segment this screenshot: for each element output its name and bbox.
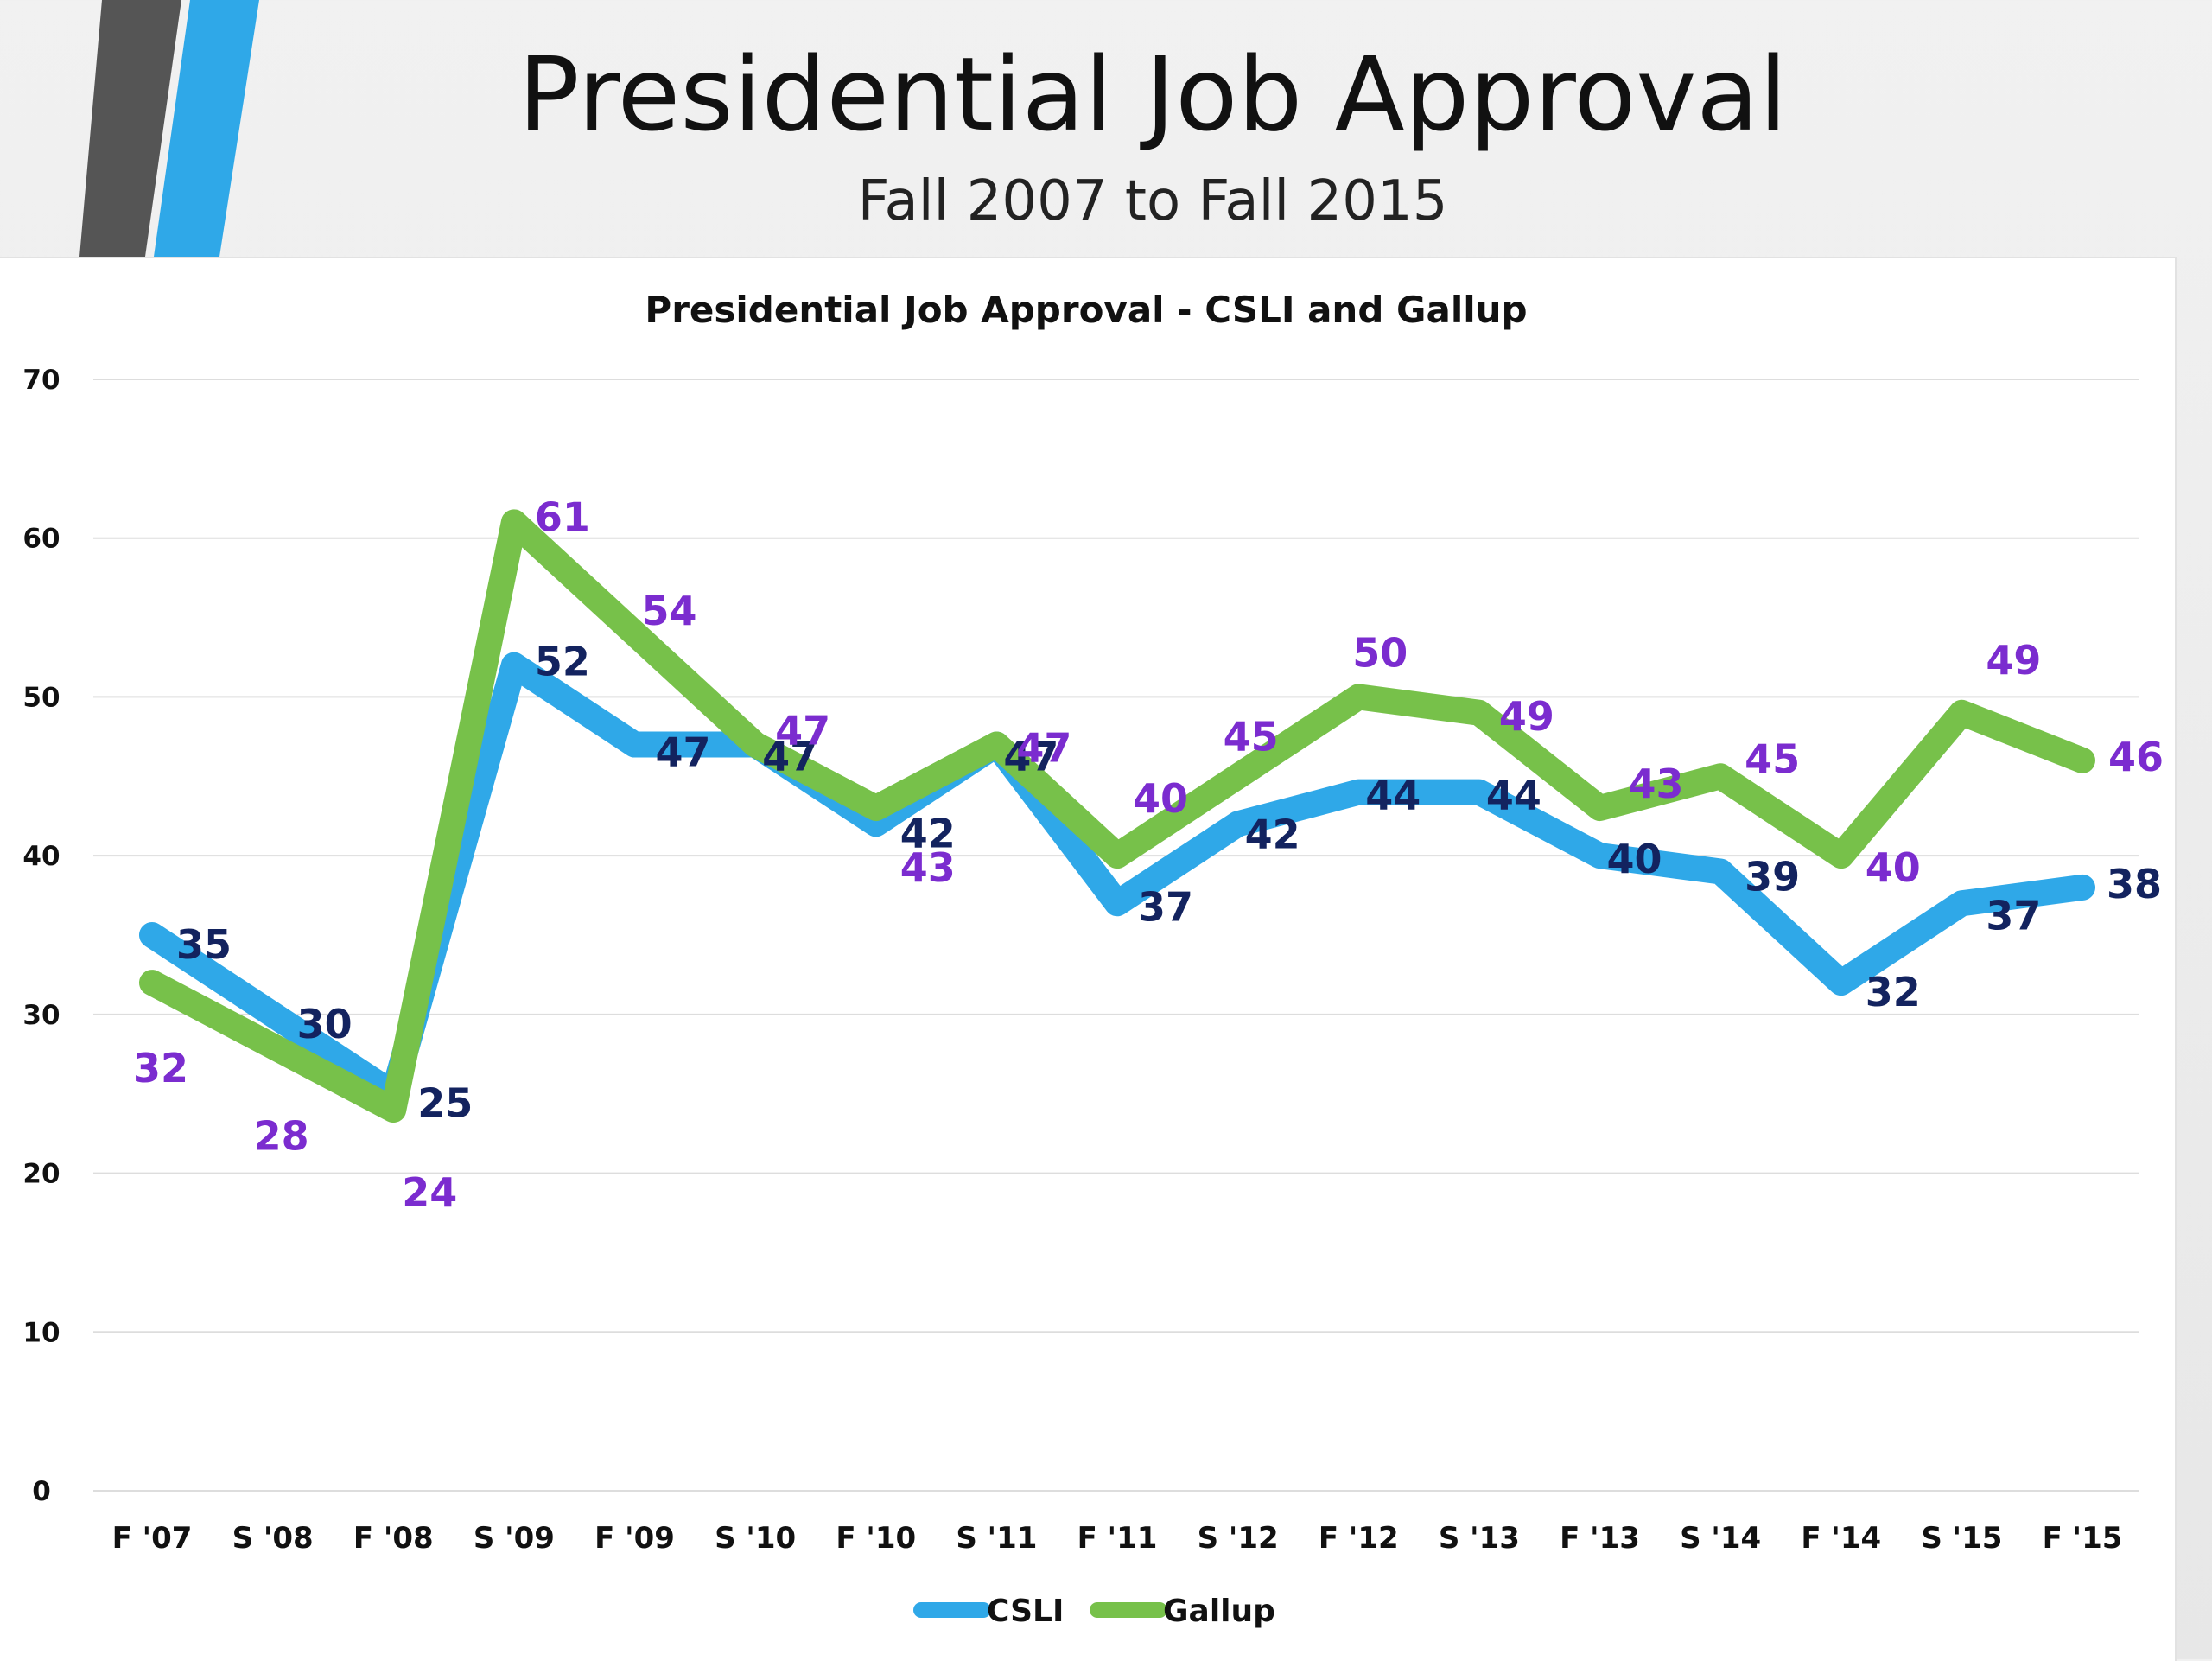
chart-panel: Presidential Job Approval - CSLI and Gal… xyxy=(0,257,2177,1661)
data-label-gallup: 47 xyxy=(775,708,830,754)
data-label-gallup: 45 xyxy=(1745,735,1800,782)
series-lines xyxy=(139,509,2095,1123)
data-label-gallup: 40 xyxy=(1866,844,1921,891)
data-label-gallup: 43 xyxy=(900,844,956,891)
data-label-csli: 44 xyxy=(1365,773,1421,819)
data-label-csli: 47 xyxy=(762,734,817,780)
data-label-csli: 30 xyxy=(297,1001,353,1047)
x-tick-label: F '07 xyxy=(112,1521,193,1556)
data-label-csli: 47 xyxy=(1003,734,1058,780)
y-tick-label: 20 xyxy=(22,1159,60,1190)
legend: CSLI Gallup xyxy=(913,1594,1275,1629)
x-tick-label: F '14 xyxy=(1801,1521,1881,1556)
y-axis-ticks: 0 10 20 30 40 50 60 70 xyxy=(22,365,60,1507)
data-label-csli: 37 xyxy=(1986,892,2041,939)
data-label-gallup: 46 xyxy=(2108,734,2164,780)
slide-decoration-stripes xyxy=(79,0,259,257)
y-tick-label: 40 xyxy=(22,841,60,872)
legend-label-gallup: Gallup xyxy=(1163,1594,1275,1629)
x-tick-label: S '14 xyxy=(1680,1521,1761,1556)
blue-stripe xyxy=(154,0,259,257)
line-chart: Presidential Job Approval - CSLI and Gal… xyxy=(22,289,2164,1629)
data-label-csli: 42 xyxy=(1245,811,1300,857)
chart-title: Presidential Job Approval - CSLI and Gal… xyxy=(645,289,1527,331)
x-tick-label: S '10 xyxy=(715,1521,796,1556)
data-label-gallup: 45 xyxy=(1224,713,1279,760)
x-tick-label: F '09 xyxy=(594,1521,675,1556)
x-tick-label: S '13 xyxy=(1439,1521,1520,1556)
data-label-csli: 42 xyxy=(900,810,956,856)
y-tick-label: 50 xyxy=(22,682,60,713)
data-label-gallup: 49 xyxy=(1986,637,2041,684)
legend-label-csli: CSLI xyxy=(987,1594,1064,1629)
data-label-gallup: 32 xyxy=(133,1045,188,1091)
data-label-csli: 39 xyxy=(1745,854,1800,901)
data-label-gallup: 49 xyxy=(1499,693,1554,740)
data-label-csli: 32 xyxy=(1866,969,1921,1015)
data-label-gallup: 24 xyxy=(402,1169,457,1216)
data-label-csli: 40 xyxy=(1606,836,1662,882)
data-label-gallup: 47 xyxy=(1016,725,1071,772)
x-tick-label: F '15 xyxy=(2043,1521,2123,1556)
x-tick-label: F '13 xyxy=(1560,1521,1640,1556)
y-tick-label: 30 xyxy=(22,1000,60,1031)
slide-title: Presidential Job Approval xyxy=(518,35,1788,154)
data-label-gallup: 40 xyxy=(1133,775,1188,822)
data-label-csli: 35 xyxy=(176,921,232,968)
data-label-gallup: 50 xyxy=(1352,629,1408,676)
data-label-csli: 47 xyxy=(655,729,710,776)
x-tick-label: S '15 xyxy=(1921,1521,2002,1556)
x-tick-label: S '08 xyxy=(232,1521,314,1556)
x-tick-label: S '12 xyxy=(1198,1521,1279,1556)
data-label-gallup: 28 xyxy=(254,1113,309,1160)
x-tick-label: F '11 xyxy=(1077,1521,1158,1556)
y-tick-label: 60 xyxy=(22,524,60,555)
data-label-gallup: 61 xyxy=(535,493,590,540)
y-tick-label: 10 xyxy=(22,1317,60,1348)
data-label-csli: 38 xyxy=(2107,861,2162,907)
data-label-csli: 44 xyxy=(1486,773,1541,819)
data-label-gallup: 43 xyxy=(1628,760,1683,807)
y-tick-label: 70 xyxy=(22,365,60,396)
series-line-csli xyxy=(139,652,2095,1107)
x-tick-label: S '09 xyxy=(474,1521,555,1556)
data-label-csli: 37 xyxy=(1138,883,1193,930)
data-label-csli: 25 xyxy=(417,1080,473,1127)
x-tick-label: S '11 xyxy=(956,1521,1037,1556)
data-label-csli: 52 xyxy=(535,639,590,685)
slide-subtitle: Fall 2007 to Fall 2015 xyxy=(857,169,1448,233)
dark-stripe xyxy=(79,0,181,257)
x-tick-label: F '08 xyxy=(353,1521,434,1556)
series-line-gallup xyxy=(139,509,2095,1123)
data-label-gallup: 54 xyxy=(641,588,696,634)
x-tick-label: F '12 xyxy=(1319,1521,1399,1556)
y-tick-label: 0 xyxy=(32,1476,51,1507)
x-axis-ticks: F '07 S '08 F '08 S '09 F '09 S '10 F '10 S '11… xyxy=(112,1521,2123,1556)
x-tick-label: F '10 xyxy=(836,1521,916,1556)
gridlines xyxy=(93,379,2139,1492)
